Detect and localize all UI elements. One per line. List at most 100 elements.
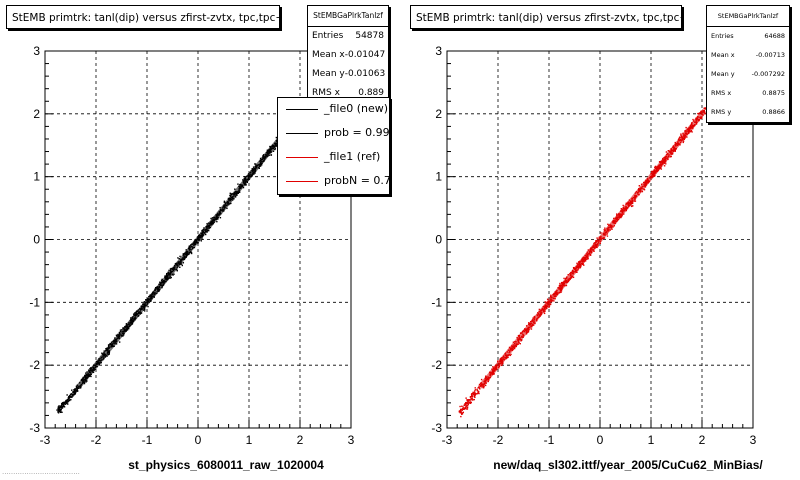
left-stats-row: RMS x 0.889 bbox=[308, 84, 388, 100]
scatter-point bbox=[484, 384, 487, 387]
y-tick-label: -1 bbox=[29, 295, 40, 309]
legend-entry: prob = 0.998955 bbox=[278, 122, 389, 146]
scatter-point bbox=[538, 308, 541, 311]
scatter-point bbox=[674, 150, 676, 152]
scatter-point bbox=[60, 404, 63, 407]
scatter-point bbox=[173, 273, 175, 275]
scatter-point bbox=[599, 242, 602, 245]
scatter-point bbox=[207, 229, 210, 232]
stat-label: RMS x bbox=[711, 89, 732, 97]
y-tick-label: 2 bbox=[33, 107, 40, 121]
scatter-point bbox=[634, 200, 637, 202]
scatter-point bbox=[466, 406, 469, 409]
scatter-point bbox=[518, 342, 520, 344]
scatter-point bbox=[550, 294, 552, 296]
scatter-point bbox=[66, 402, 68, 404]
scatter-point bbox=[180, 263, 183, 265]
scatter-point bbox=[68, 395, 70, 398]
stat-label: Entries bbox=[711, 32, 734, 40]
scatter-point bbox=[603, 229, 605, 231]
scatter-point bbox=[459, 408, 462, 411]
scatter-point bbox=[473, 398, 475, 401]
legend-entry: _file0 (new) bbox=[278, 98, 389, 122]
y-tick-label: 1 bbox=[33, 170, 40, 184]
scatter-point bbox=[269, 145, 271, 148]
scatter-point bbox=[181, 264, 183, 267]
scatter-point bbox=[512, 341, 515, 343]
scatter-point bbox=[691, 131, 693, 133]
legend-entry: probN = 0.71572 bbox=[278, 170, 389, 194]
scatter-point bbox=[63, 405, 65, 408]
scatter-point bbox=[63, 404, 65, 406]
scatter-point bbox=[593, 250, 595, 252]
scatter-point bbox=[548, 305, 551, 307]
scatter-point bbox=[57, 411, 59, 413]
scatter-point bbox=[185, 249, 187, 251]
scatter-point bbox=[66, 400, 69, 403]
x-tick-label: 2 bbox=[297, 433, 304, 447]
x-tick-label: 3 bbox=[348, 433, 355, 447]
scatter-point bbox=[471, 395, 473, 397]
x-tick-label: 0 bbox=[195, 433, 202, 447]
scatter-point bbox=[179, 255, 181, 258]
scatter-point bbox=[464, 407, 467, 410]
scatter-point bbox=[600, 232, 602, 234]
stat-value: 64688 bbox=[764, 32, 785, 40]
scatter-point bbox=[470, 398, 472, 400]
scatter-point bbox=[65, 401, 67, 403]
scatter-point bbox=[65, 400, 67, 402]
legend-label: _file1 (ref) bbox=[324, 150, 381, 163]
scatter-point bbox=[465, 406, 467, 408]
scatter-point bbox=[613, 217, 615, 220]
scatter-point bbox=[630, 205, 633, 208]
scatter-point bbox=[70, 398, 72, 401]
scatter-point bbox=[230, 194, 232, 196]
stat-label: Mean y bbox=[312, 69, 345, 79]
scatter-point bbox=[462, 407, 464, 409]
scatter-point bbox=[527, 322, 530, 324]
scatter-point bbox=[182, 262, 185, 264]
scatter-point bbox=[587, 257, 589, 260]
y-tick-label: 0 bbox=[435, 233, 442, 247]
y-tick-label: -3 bbox=[431, 421, 442, 435]
scatter-point bbox=[665, 151, 668, 153]
scatter-point bbox=[476, 393, 478, 395]
scatter-point bbox=[74, 389, 76, 391]
scatter-point bbox=[63, 402, 66, 404]
y-tick-label: 0 bbox=[33, 233, 40, 247]
legend-line bbox=[286, 109, 318, 110]
scatter-point bbox=[226, 207, 228, 210]
scatter-point bbox=[61, 403, 63, 406]
scatter-point bbox=[603, 237, 606, 239]
scatter-point bbox=[492, 366, 494, 368]
scatter-point bbox=[471, 397, 473, 400]
scatter-point bbox=[477, 392, 479, 394]
scatter-point bbox=[606, 235, 609, 237]
scatter-point bbox=[469, 402, 472, 405]
left-legend: _file0 (new) prob = 0.998955 _file1 (ref… bbox=[277, 97, 390, 195]
left-histogram-panel: -3 -2 -1 0 1 2 3 -3 -2 -1 0 1 2 3 st_physics_6080011_r… bbox=[6, 5, 390, 472]
scatter-point bbox=[57, 410, 60, 412]
scatter-point bbox=[86, 371, 88, 373]
scatter-point bbox=[154, 286, 157, 289]
left-stats-row: Mean y -0.01063 bbox=[308, 65, 388, 84]
scatter-point bbox=[201, 238, 204, 240]
x-tick-label: 3 bbox=[750, 433, 757, 447]
scatter-point bbox=[680, 134, 682, 136]
footer-note: ................................... bbox=[2, 468, 80, 476]
scatter-point bbox=[631, 202, 634, 205]
scatter-point bbox=[75, 391, 77, 394]
scatter-point bbox=[159, 281, 161, 283]
scatter-point bbox=[231, 192, 233, 195]
x-tick-label: -1 bbox=[544, 433, 555, 447]
scatter-point bbox=[60, 406, 62, 409]
stat-value: 0.889 bbox=[358, 88, 384, 98]
scatter-point bbox=[463, 407, 466, 410]
scatter-point bbox=[223, 200, 226, 202]
scatter-point bbox=[519, 332, 522, 334]
left-plot-title: StEMB primtrk: tanl(dip) versus zfirst-z… bbox=[6, 5, 280, 29]
scatter-point bbox=[58, 409, 61, 411]
scatter-point bbox=[559, 282, 561, 285]
scatter-point bbox=[483, 385, 485, 388]
stat-value: 0.8875 bbox=[762, 89, 785, 97]
